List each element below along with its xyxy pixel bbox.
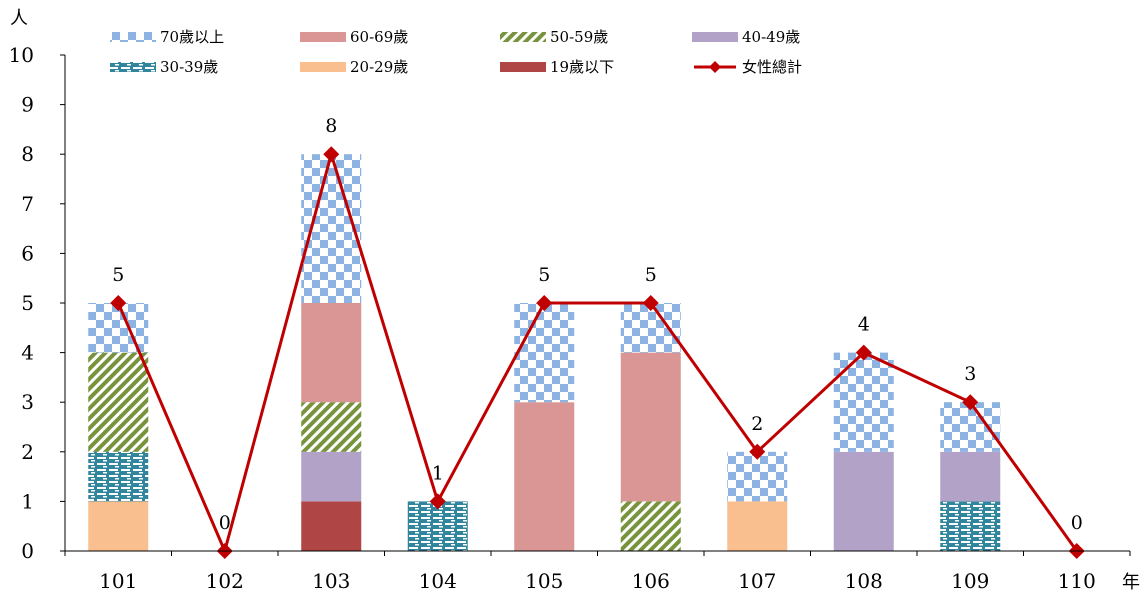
diamond-marker — [429, 493, 446, 510]
bar-segment — [727, 451, 788, 502]
bar-segment — [88, 501, 149, 551]
legend-swatch — [300, 32, 346, 42]
legend-label: 40-49歲 — [742, 28, 800, 46]
legend-swatch — [110, 32, 156, 42]
x-tick-label: 102 — [206, 569, 244, 593]
diamond-marker — [642, 295, 659, 311]
y-unit-label: 人 — [10, 8, 28, 29]
bar-segment — [407, 501, 468, 551]
bar-segment — [301, 451, 362, 502]
legend-swatch — [500, 62, 546, 72]
data-label: 2 — [751, 413, 763, 435]
x-tick-label: 105 — [525, 569, 563, 593]
diamond-marker — [110, 295, 127, 311]
data-label-layer: 5 0 8 1 5 5 2 4 3 0 — [112, 115, 1083, 534]
diamond-marker — [855, 344, 872, 361]
diamond-marker — [323, 146, 340, 163]
diamond-marker — [749, 443, 766, 460]
bar-segment — [301, 402, 362, 452]
legend-swatch — [500, 32, 546, 42]
legend-label: 20-29歲 — [350, 58, 408, 76]
x-tick-label: 107 — [738, 569, 776, 593]
legend-label: 女性總計 — [742, 58, 802, 76]
data-label: 5 — [538, 264, 550, 286]
bar-segment — [514, 402, 575, 551]
y-tick-label: 10 — [9, 43, 34, 67]
y-tick-label: 5 — [21, 291, 34, 315]
legend-diamond-swatch — [709, 61, 721, 73]
legend-label: 70歲以上 — [160, 28, 224, 46]
y-tick-label: 8 — [21, 142, 34, 166]
x-tick-label: 109 — [951, 569, 989, 593]
y-tick-label: 7 — [21, 192, 34, 216]
legend-label: 19歲以下 — [550, 58, 614, 76]
bar-segment — [620, 501, 681, 551]
total-line-layer — [110, 146, 1085, 559]
bar-segment — [620, 303, 681, 353]
data-label: 3 — [964, 363, 976, 385]
x-tick-label: 110 — [1058, 569, 1096, 593]
x-tick-label: 101 — [99, 569, 137, 593]
bar-layer — [88, 154, 1001, 551]
y-tick-label: 9 — [21, 93, 34, 117]
bar-segment — [88, 352, 149, 452]
legend-label: 60-69歲 — [350, 28, 408, 46]
x-tick-label: 103 — [312, 569, 350, 593]
bar-segment — [301, 303, 362, 403]
diamond-marker — [536, 295, 553, 311]
legend-swatch — [300, 62, 346, 72]
x-tick-label: 106 — [632, 569, 670, 593]
x-unit-label: 年 — [1122, 572, 1140, 593]
y-tick-label: 2 — [21, 440, 34, 464]
legend-swatch — [110, 62, 156, 72]
bar-segment — [940, 402, 1001, 452]
x-tick-label: 108 — [845, 569, 883, 593]
legend: 70歲以上 60-69歲 50-59歲 40-49歲 30-39歲 20-29歲 19歲以下… — [110, 28, 802, 76]
bar-segment — [301, 501, 362, 551]
total-line — [116, 152, 1078, 553]
bar-segment — [940, 501, 1001, 551]
data-label: 8 — [325, 115, 337, 137]
legend-label: 30-39歲 — [160, 58, 218, 76]
legend-label: 50-59歲 — [550, 28, 608, 46]
bar-segment — [940, 451, 1001, 502]
bar-segment — [833, 352, 894, 452]
diamond-marker — [962, 394, 979, 411]
bar-segment — [514, 303, 575, 403]
y-tick-label: 3 — [21, 390, 34, 414]
data-label: 1 — [432, 462, 444, 484]
y-tick-label: 1 — [21, 489, 34, 513]
bar-segment — [833, 451, 894, 551]
data-label: 0 — [1071, 512, 1083, 534]
bar-segment — [88, 303, 149, 353]
x-tick-label: 104 — [419, 569, 457, 593]
y-tick-label: 6 — [21, 241, 34, 265]
data-label: 5 — [112, 264, 124, 286]
data-label: 5 — [645, 264, 657, 286]
data-label: 0 — [219, 512, 231, 534]
bar-segment — [727, 501, 788, 551]
bar-segment — [88, 451, 149, 502]
y-tick-label: 0 — [21, 539, 34, 563]
data-label: 4 — [858, 314, 870, 336]
bar-segment — [620, 352, 681, 502]
y-tick-label: 4 — [21, 341, 34, 365]
legend-swatch — [692, 32, 738, 42]
